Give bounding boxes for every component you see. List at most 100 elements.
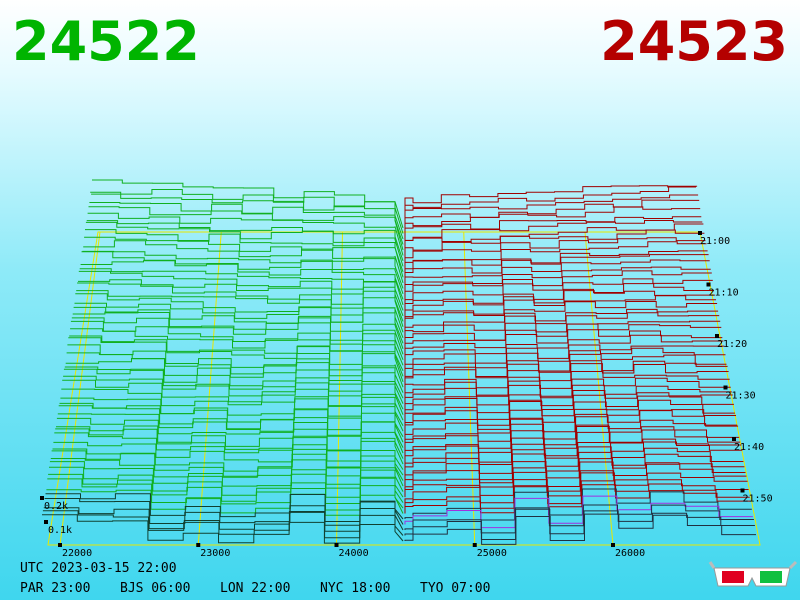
time-tick [715,334,719,338]
ask-depth-line [404,194,699,239]
bid-depth-line [86,220,404,262]
ask-depth-line [404,363,729,399]
clock-label: BJS 06:00 [120,581,190,596]
clock-label: TYO 07:00 [420,581,490,596]
bid-depth-line [63,375,404,410]
bid-depth-line [73,306,404,344]
utc-time: UTC 2023-03-15 22:00 [20,561,177,576]
price-tick [611,543,615,547]
price-grid-line [584,231,614,546]
bid-depth-line [89,202,404,245]
price-tick [196,543,201,547]
ask-depth-line [404,484,751,514]
bid-depth-line [72,311,404,349]
clock-label: PAR 23:00 [20,581,90,596]
bid-depth-line [43,507,404,532]
price-tick [334,543,339,547]
bid-depth-line [88,206,404,251]
bid-depth-line [59,402,404,432]
ask-depth-line [404,323,722,360]
ask-depth-line [404,301,718,338]
ask-depth-line [404,206,701,250]
bid-depth-line [85,221,404,267]
ask-depth-line [404,250,708,289]
bid-depth-line [78,270,404,311]
price-tick-label: 24000 [339,548,369,559]
ask-depth-line [404,229,705,272]
price-tick [58,543,62,547]
time-tick-label: 21:30 [726,391,756,402]
clock-label: LON 22:00 [220,581,290,596]
ask-depth-line [404,220,703,261]
time-tick [740,488,745,493]
world-clocks: PAR 23:00 BJS 06:00 LON 22:00 NYC 18:00 TYO … [20,581,490,596]
bid-depth-line [64,366,404,399]
bid-depth-line [58,405,404,437]
ask-depth-line [404,347,726,382]
ask-depth-line [404,237,706,278]
bid-depth-line [79,268,404,306]
time-tick-label: 21:50 [743,494,773,505]
price-tick-label: 26000 [615,548,645,559]
bid-depth-line [67,344,404,382]
3d-glasses-icon [708,560,798,587]
time-tick [698,231,702,235]
bid-depth-line [45,493,404,522]
bid-depth-line [90,191,404,240]
ask-depth-line [404,504,754,534]
bid-depth-line [87,212,404,256]
bid-depth-line [85,229,404,273]
ask-depth-line [404,259,710,300]
price-tick-label: 22000 [62,548,92,559]
depth-tick-label: 0.1k [48,525,72,536]
price-tick-label: 25000 [477,548,507,559]
bid-depth-line [68,337,404,377]
time-tick [723,385,728,390]
ask-depth-line [404,199,700,245]
ask-depth-line [404,185,696,228]
clock-label: NYC 18:00 [320,581,390,596]
bid-depth-line [91,189,404,234]
ask-depth-line [404,308,719,344]
bid-depth-line [69,335,404,372]
ask-depth-line [404,458,746,487]
bid-depth-line [92,179,404,229]
bid-depth-line [70,320,404,360]
price-tick-label: 23000 [200,548,230,559]
bid-depth-line [49,466,404,498]
ask-depth-line [404,295,716,333]
bid-depth-line [61,388,404,421]
bid-depth-line [63,368,404,404]
time-tick-label: 21:10 [709,288,739,299]
ask-depth-line [404,185,698,234]
bid-depth-line [83,240,404,284]
bid-depth-line [76,290,404,327]
bid-price: 24522 [12,10,200,73]
depth-tick [40,496,44,500]
depth-lines [42,179,756,545]
ask-depth-line [404,320,721,355]
floor-outline [47,231,761,546]
bid-depth-line [78,279,404,317]
ask-depth-line [404,223,704,267]
ask-depth-line [404,241,707,283]
time-tick-label: 21:20 [717,339,747,350]
ask-depth-line [404,216,702,256]
price-tick [472,543,477,547]
ask-depth-line [404,278,713,316]
bid-depth-line [47,478,404,511]
bid-depth-line [56,417,404,448]
depth-tick [44,520,48,524]
bid-depth-line [51,450,404,481]
time-tick [706,282,711,287]
axis-labels: 22000 23000 24000 25000 26000 0.2k 0.1k 21:00 21… [40,231,773,559]
bid-depth-line [42,514,404,544]
ask-depth-line [404,508,755,540]
time-tick [732,437,736,441]
ask-price: 24523 [600,10,788,73]
depth-tick-label: 0.2k [44,501,68,512]
bid-depth-line [71,317,404,355]
ask-depth-line [404,513,756,545]
ask-depth-line [404,266,711,305]
